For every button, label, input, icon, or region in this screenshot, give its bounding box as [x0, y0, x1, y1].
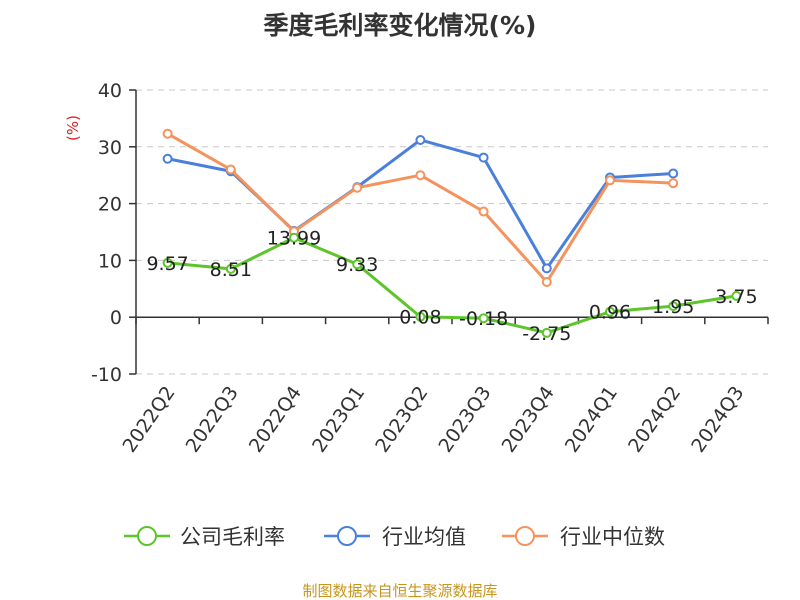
series-lines: [162, 128, 742, 338]
data-label: 0.08: [399, 307, 441, 329]
data-label: 13.99: [267, 228, 321, 250]
x-tick-label: 2023Q4: [498, 382, 559, 456]
data-point[interactable]: [225, 164, 236, 175]
data-point[interactable]: [162, 153, 173, 164]
data-point[interactable]: [541, 327, 552, 338]
legend-marker: [515, 526, 535, 546]
series-line: [167, 138, 674, 270]
data-point[interactable]: [415, 311, 426, 322]
y-tick-label: 20: [98, 194, 122, 216]
legend-label: 行业均值: [382, 525, 466, 549]
data-point[interactable]: [289, 232, 299, 243]
data-point[interactable]: [162, 128, 173, 139]
data-point[interactable]: [605, 306, 615, 317]
x-tick-label: 2023Q2: [371, 382, 432, 456]
y-tick-label: 30: [98, 137, 122, 159]
y-unit-label: (%): [64, 115, 82, 141]
x-tick-label: 2024Q2: [624, 382, 685, 456]
data-label: 0.96: [589, 302, 631, 324]
data-point[interactable]: [415, 170, 426, 181]
x-tick-label: 2022Q2: [118, 382, 179, 456]
data-label: -0.18: [459, 308, 508, 330]
data-point[interactable]: [668, 178, 679, 189]
series-1: [162, 134, 679, 274]
legend-label: 行业中位数: [560, 525, 665, 549]
data-point[interactable]: [352, 182, 363, 193]
data-point[interactable]: [162, 257, 173, 268]
legend-label: 公司毛利率: [180, 525, 285, 549]
chart-title: 季度毛利率变化情况(%): [264, 11, 537, 40]
y-tick-label: -10: [91, 364, 122, 386]
legend-marker: [337, 526, 357, 546]
y-tick-label: 0: [110, 307, 122, 329]
data-point[interactable]: [541, 276, 552, 287]
grid-lines: [136, 89, 768, 375]
data-point[interactable]: [415, 134, 426, 145]
data-label: 9.33: [336, 254, 378, 276]
data-point[interactable]: [225, 263, 236, 274]
x-tick-label: 2023Q3: [434, 382, 495, 456]
data-point[interactable]: [478, 152, 489, 163]
y-tick-label: 40: [98, 80, 122, 102]
data-label: 8.51: [210, 259, 252, 281]
data-point[interactable]: [541, 263, 552, 274]
data-point[interactable]: [668, 168, 679, 179]
data-point[interactable]: [478, 206, 489, 217]
legend-item[interactable]: 公司毛利率: [124, 525, 285, 549]
y-tick-label: 10: [98, 250, 122, 272]
series-line: [167, 236, 737, 335]
legend-item[interactable]: 行业中位数: [502, 525, 665, 549]
data-label: -2.75: [522, 323, 571, 345]
data-label: 1.95: [652, 296, 694, 318]
data-point[interactable]: [478, 313, 489, 324]
data-point[interactable]: [605, 175, 615, 186]
x-tick-label: 2023Q1: [308, 382, 369, 456]
data-label: 3.75: [715, 286, 757, 308]
series-0: [162, 232, 742, 338]
x-tick-label: 2024Q1: [561, 382, 622, 456]
data-point[interactable]: [731, 290, 742, 301]
legend[interactable]: 公司毛利率 行业均值 行业中位数: [124, 525, 665, 549]
series-2: [162, 128, 679, 287]
x-tick-label: 2022Q4: [245, 382, 306, 456]
legend-marker: [137, 526, 157, 546]
source-note: 制图数据来自恒生聚源数据库: [302, 582, 497, 600]
data-labels: 9.57 8.51 13.99 9.33 0.08 -0.18 -2.75 0.96 1.95 3…: [146, 228, 757, 345]
legend-item[interactable]: 行业均值: [324, 525, 466, 549]
data-label: 9.57: [146, 253, 188, 275]
data-point[interactable]: [352, 259, 363, 270]
x-tick-label: 2024Q3: [687, 382, 748, 456]
data-point[interactable]: [668, 301, 679, 312]
x-tick-label: 2022Q3: [182, 382, 243, 456]
